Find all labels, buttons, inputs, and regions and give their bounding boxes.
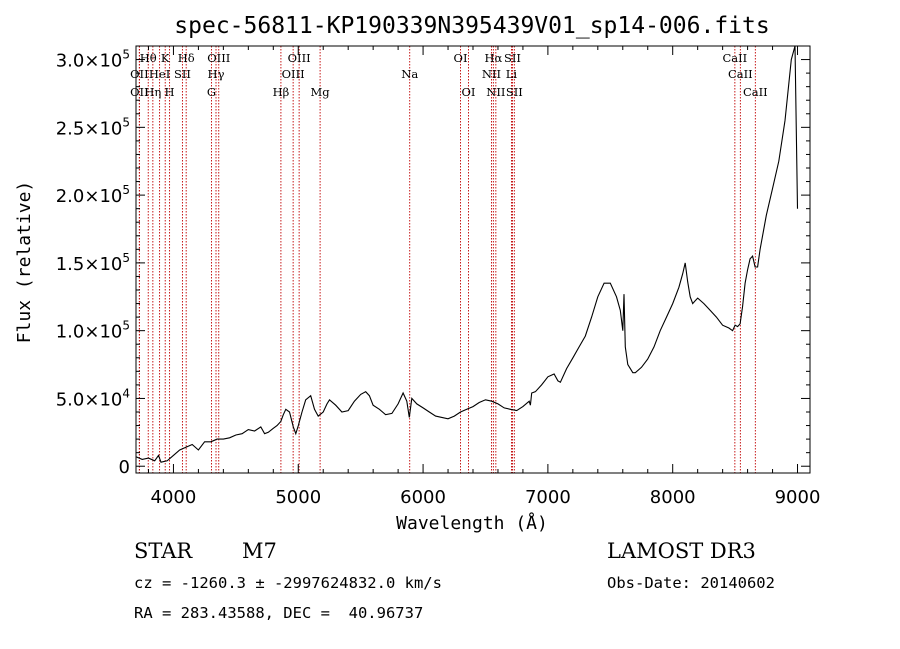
spectral-line-markers xyxy=(138,46,756,473)
spectrum-line xyxy=(135,45,799,463)
line-label-1: OII xyxy=(130,85,149,99)
x-tick-label-0: 4000 xyxy=(151,487,197,508)
x-axis-label: Wavelength (Å) xyxy=(396,512,548,534)
line-label-18: OI xyxy=(462,85,476,99)
y-tick-label-6: 3.0×105 xyxy=(56,48,130,72)
survey-name: LAMOST DR3 xyxy=(607,539,756,563)
line-label-10: Hγ xyxy=(208,67,225,81)
x-tick-label-4: 8000 xyxy=(650,487,696,508)
x-tick-label-5: 9000 xyxy=(775,487,821,508)
object-subclass: M7 xyxy=(242,539,277,563)
spectral-line-labels: OII OII Hθ Hη HeI K H SII Hδ G Hγ OIII Hβ OIII OIII Mg N… xyxy=(130,51,768,99)
coordinates-line: RA = 283.43588, DEC = 40.96737 xyxy=(134,604,424,622)
axes-frame xyxy=(135,45,811,474)
line-label-25: CaII xyxy=(722,51,747,65)
line-label-0: OII xyxy=(130,67,149,81)
line-label-14: OIII xyxy=(288,51,311,65)
line-label-11: OIII xyxy=(207,51,230,65)
x-tick-labels: 4000 5000 6000 7000 8000 9000 xyxy=(151,487,821,508)
line-label-22: Li xyxy=(506,67,518,81)
y-axis-label: Flux (relative) xyxy=(14,181,35,344)
obs-date: Obs-Date: 20140602 xyxy=(607,574,775,592)
line-label-21: NII xyxy=(486,85,505,99)
x-tick-label-2: 6000 xyxy=(400,487,446,508)
line-label-13: OIII xyxy=(282,67,305,81)
line-label-4: HeI xyxy=(149,67,170,81)
line-label-6: H xyxy=(165,85,175,99)
y-tick-label-1: 5.0×104 xyxy=(56,386,130,410)
line-label-3: Hη xyxy=(144,85,161,99)
y-tick-label-3: 1.5×105 xyxy=(56,251,130,275)
y-tick-labels: 0 5.0×104 1.0×105 1.5×105 2.0×105 2.5×105 3.0×… xyxy=(56,48,130,479)
y-tick-label-4: 2.0×105 xyxy=(56,183,130,207)
chart-title: spec-56811-KP190339N395439V01_sp14-006.f… xyxy=(174,13,769,39)
y-tick-label-0: 0 xyxy=(119,457,130,478)
line-label-20: Hα xyxy=(484,51,502,65)
line-label-26: CaII xyxy=(728,67,753,81)
axis-ticks xyxy=(136,46,810,473)
x-tick-label-1: 5000 xyxy=(275,487,321,508)
line-label-23: SII xyxy=(504,51,521,65)
line-label-9: G xyxy=(207,85,216,99)
y-tick-label-5: 2.5×105 xyxy=(56,115,130,139)
line-label-5: K xyxy=(161,51,170,65)
x-tick-label-3: 7000 xyxy=(525,487,571,508)
line-label-12: Hβ xyxy=(273,85,290,99)
object-class: STAR xyxy=(134,539,193,563)
line-label-7: SII xyxy=(174,67,191,81)
line-label-2: Hθ xyxy=(140,51,157,65)
line-label-17: OI xyxy=(454,51,468,65)
line-label-24: SII xyxy=(506,85,523,99)
redshift-line: cz = -1260.3 ± -2997624832.0 km/s xyxy=(134,574,442,592)
line-label-19: NII xyxy=(482,67,501,81)
y-tick-label-2: 1.0×105 xyxy=(56,319,130,343)
line-label-8: Hδ xyxy=(178,51,195,65)
line-label-27: CaII xyxy=(743,85,768,99)
line-label-15: Mg xyxy=(311,85,331,99)
line-label-16: Na xyxy=(401,67,418,81)
